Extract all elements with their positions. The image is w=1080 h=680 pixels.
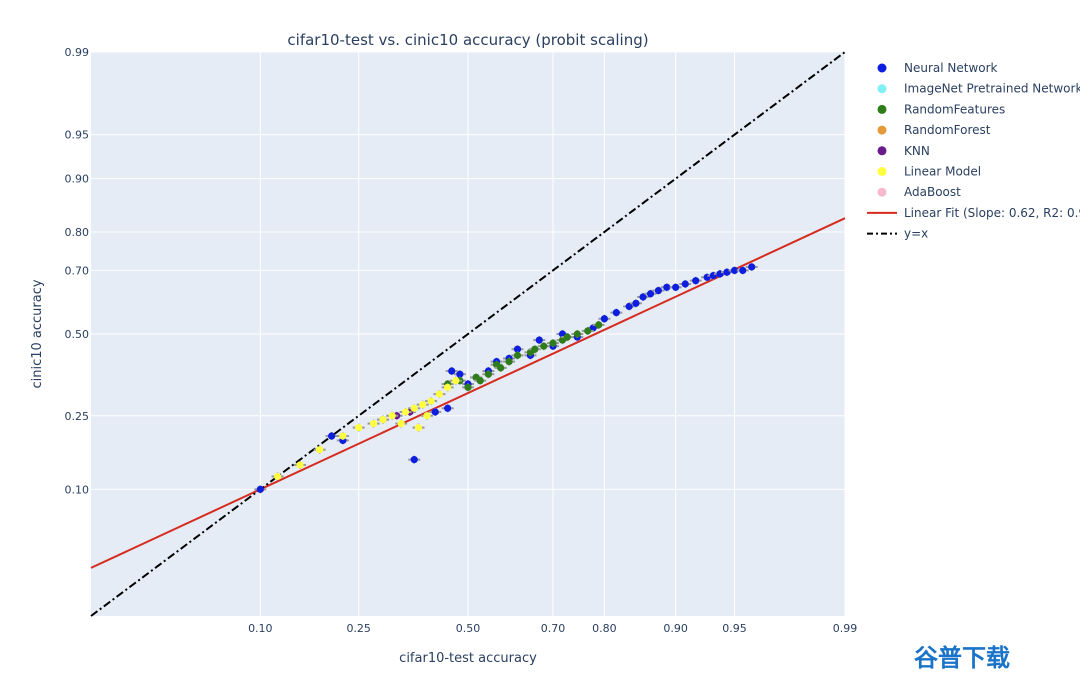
- data-point: [739, 266, 747, 275]
- data-point: [464, 383, 472, 391]
- x-axis-title: cifar10-test accuracy: [399, 651, 537, 666]
- data-point: [573, 330, 581, 338]
- y-axis-title: cinic10 accuracy: [30, 279, 45, 388]
- data-point: [497, 364, 505, 372]
- data-point: [388, 412, 396, 420]
- data-point: [401, 408, 410, 416]
- data-point: [414, 424, 423, 432]
- data-point: [452, 377, 460, 385]
- data-points: [254, 262, 758, 494]
- data-point: [444, 404, 452, 412]
- data-point: [535, 336, 543, 344]
- data-point: [612, 309, 620, 317]
- chart-title: cifar10-test vs. cinic10 accuracy (probi…: [287, 31, 648, 49]
- data-point: [448, 367, 456, 375]
- y-tick-label: 0.80: [65, 226, 90, 239]
- data-point: [316, 446, 324, 454]
- legend-label: Linear Fit (Slope: 0.62, R2: 0.99): [904, 206, 1080, 220]
- y-tick-label: 0.50: [65, 328, 90, 341]
- x-tick-label: 0.95: [722, 622, 747, 635]
- data-point: [730, 266, 739, 275]
- data-point: [431, 408, 439, 416]
- data-point: [531, 345, 539, 353]
- data-point: [328, 432, 336, 440]
- x-tick-label: 0.10: [248, 622, 273, 635]
- legend-label: ImageNet Pretrained Network: [904, 82, 1080, 96]
- legend-label: RandomFeatures: [904, 102, 1005, 116]
- data-point: [540, 342, 548, 350]
- data-point: [505, 357, 513, 366]
- y-tick-label: 0.10: [65, 483, 90, 496]
- data-point: [419, 401, 427, 409]
- data-point: [672, 283, 680, 291]
- y-tick-label: 0.99: [65, 46, 90, 59]
- data-point: [379, 416, 387, 424]
- y-tick-label: 0.25: [65, 410, 90, 423]
- x-tick-label: 0.50: [456, 622, 481, 635]
- legend-marker: [877, 63, 887, 73]
- data-point: [435, 390, 444, 398]
- legend-label: RandomForest: [904, 123, 991, 137]
- y-tick-label: 0.90: [65, 173, 90, 186]
- x-tick-labels: 0.10 0.25 0.50 0.70 0.80 0.90 0.95 0.99: [248, 622, 857, 635]
- data-point: [476, 377, 484, 385]
- data-point: [427, 397, 435, 405]
- data-point: [646, 290, 655, 298]
- legend-label: Linear Model: [904, 165, 981, 179]
- data-point: [369, 419, 378, 428]
- data-point: [654, 286, 663, 295]
- y-tick-label: 0.95: [65, 129, 90, 142]
- legend-marker: [877, 146, 887, 156]
- legend: Neural Network ImageNet Pretrained Networ…: [867, 61, 1080, 241]
- legend-marker: [877, 84, 887, 94]
- data-point: [595, 321, 603, 329]
- x-tick-label: 0.80: [592, 622, 617, 635]
- data-point: [410, 456, 418, 464]
- data-point: [632, 299, 640, 307]
- data-point: [355, 424, 363, 432]
- data-point: [625, 302, 633, 311]
- legend-marker: [877, 104, 887, 114]
- data-point: [584, 327, 592, 335]
- data-point: [589, 324, 597, 332]
- identity-line: [90, 51, 846, 617]
- data-point: [692, 277, 700, 285]
- data-point: [296, 461, 304, 469]
- data-point: [639, 293, 647, 301]
- data-point: [681, 280, 689, 288]
- data-point: [339, 432, 347, 440]
- data-point: [513, 351, 522, 359]
- data-point: [549, 339, 557, 347]
- x-tick-label: 0.70: [541, 622, 566, 635]
- data-point: [256, 485, 264, 493]
- y-tick-label: 0.70: [65, 264, 90, 277]
- data-point: [444, 383, 452, 391]
- legend-marker: [877, 167, 887, 176]
- data-point: [456, 370, 464, 378]
- data-point: [600, 315, 608, 323]
- data-point: [484, 370, 492, 378]
- x-tick-label: 0.99: [833, 622, 858, 635]
- data-point: [748, 263, 756, 271]
- data-point: [663, 283, 671, 291]
- data-point: [423, 412, 431, 420]
- data-point: [513, 345, 522, 353]
- x-tick-label: 0.90: [663, 622, 688, 635]
- data-point: [397, 419, 405, 428]
- legend-label: AdaBoost: [904, 185, 961, 199]
- legend-label: Neural Network: [904, 61, 998, 75]
- x-tick-label: 0.25: [346, 622, 371, 635]
- legend-label: y=x: [904, 227, 928, 241]
- data-point: [273, 472, 282, 481]
- legend-label: KNN: [904, 144, 930, 158]
- y-tick-labels: 0.10 0.25 0.50 0.70 0.80 0.90 0.95 0.99: [65, 46, 90, 496]
- watermark: 谷普下载: [914, 644, 1010, 672]
- data-point: [563, 333, 571, 341]
- legend-marker: [877, 125, 887, 135]
- legend-marker: [877, 187, 887, 197]
- data-point: [410, 404, 418, 412]
